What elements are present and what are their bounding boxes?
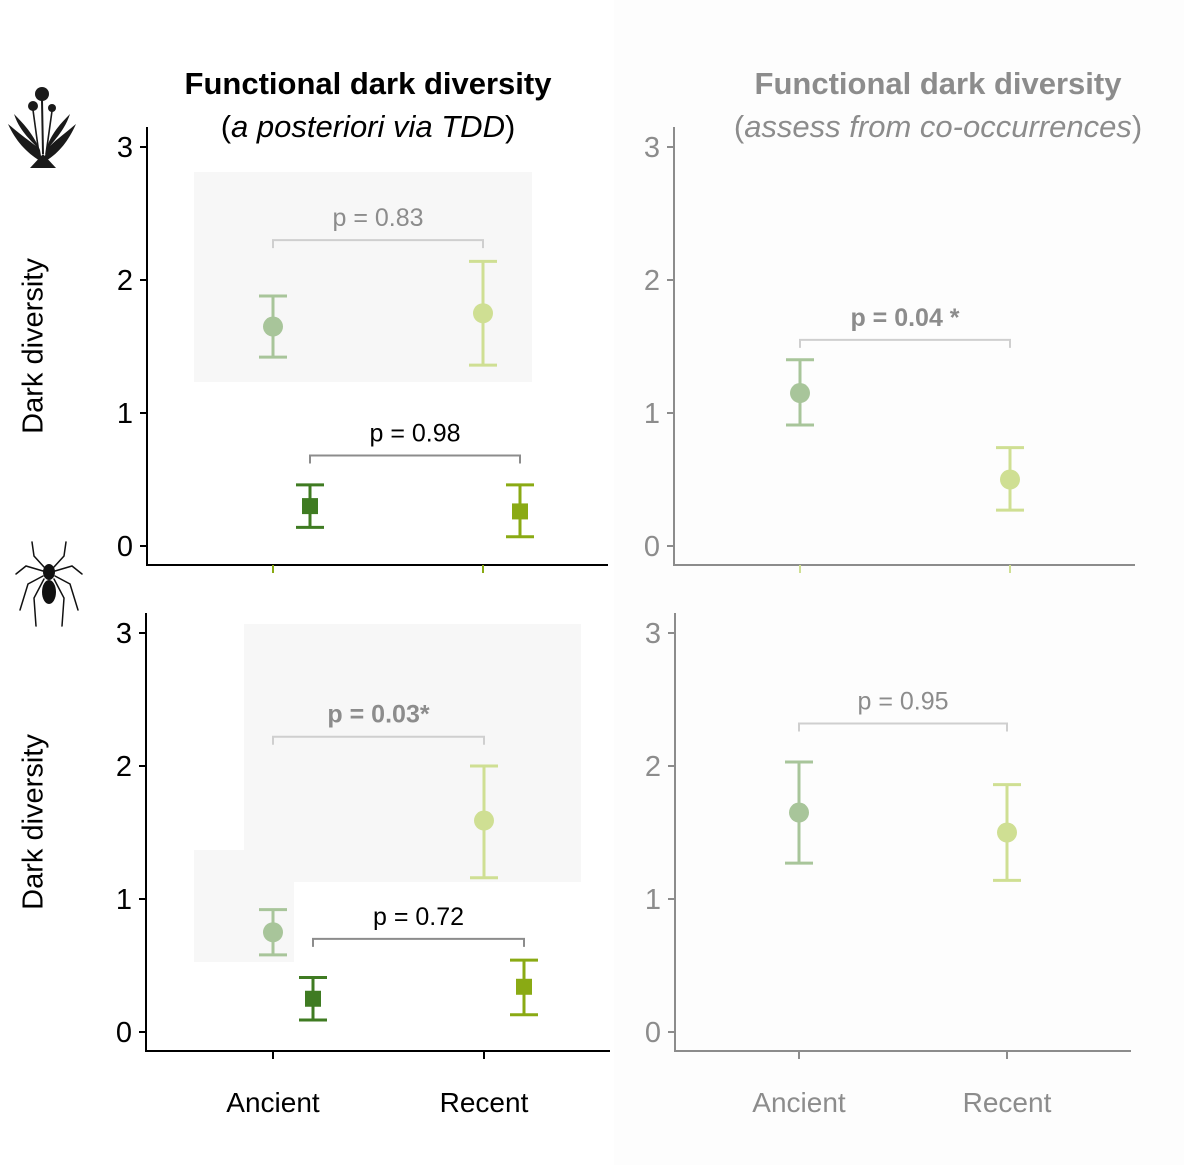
right-panel-background bbox=[614, 0, 1184, 1165]
y-tick-label: 3 bbox=[117, 132, 133, 164]
left-column-subtitle: (a posteriori via TDD) bbox=[220, 109, 516, 144]
mean-point-circle bbox=[263, 316, 283, 337]
mean-point-circle bbox=[263, 922, 283, 943]
y-tick-label: 2 bbox=[645, 751, 661, 783]
significance-bracket bbox=[312, 937, 525, 947]
mean-point-circle bbox=[789, 802, 809, 823]
top-left-panel: 0 1 2 3 p = 0.83 p = 0.98 bbox=[117, 127, 608, 573]
x-tick-label: Ancient bbox=[226, 1087, 320, 1118]
significance-bracket bbox=[798, 722, 1008, 732]
p-value-label: p = 0.98 bbox=[369, 420, 460, 448]
y-tick-label: 1 bbox=[644, 398, 660, 430]
significance-bracket bbox=[799, 338, 1011, 348]
mean-point-square bbox=[516, 978, 532, 995]
p-value-label: p = 0.04 * bbox=[850, 304, 959, 332]
spider-icon bbox=[15, 541, 83, 627]
x-tick-label: Recent bbox=[963, 1087, 1052, 1118]
y-tick-label: 2 bbox=[117, 265, 133, 297]
p-value-label: p = 0.72 bbox=[373, 903, 464, 931]
significance-bracket bbox=[272, 239, 484, 249]
y-tick-label: 1 bbox=[645, 884, 661, 916]
mean-point-square bbox=[302, 498, 318, 515]
y-tick-label: 3 bbox=[116, 618, 132, 650]
mean-point-square bbox=[512, 503, 528, 520]
top-right-panel: 0 1 2 3 p = 0.04 * bbox=[644, 127, 1135, 573]
dandelion-plant-icon bbox=[8, 87, 76, 168]
y-tick-label: 0 bbox=[117, 531, 133, 563]
mean-point-circle bbox=[473, 303, 493, 324]
y-tick-label: 2 bbox=[644, 265, 660, 297]
y-tick-label: 0 bbox=[116, 1017, 132, 1049]
mean-point-circle bbox=[474, 810, 494, 831]
left-column-title: Functional dark diversity bbox=[184, 66, 552, 101]
y-tick-label: 0 bbox=[645, 1017, 661, 1049]
p-value-label: p = 0.95 bbox=[857, 687, 948, 715]
panel-shade bbox=[194, 850, 294, 962]
bottom-left-panel: 0 1 2 3 Ancient Recent p = 0.03* p = 0.72 bbox=[116, 613, 610, 1118]
panel-shade bbox=[244, 624, 581, 882]
right-column-title: Functional dark diversity bbox=[754, 66, 1122, 101]
x-tick-label: Recent bbox=[440, 1087, 529, 1118]
p-value-label: p = 0.03* bbox=[327, 701, 429, 729]
p-value-label: p = 0.83 bbox=[332, 204, 423, 232]
mean-point-square bbox=[305, 990, 321, 1007]
y-tick-label: 1 bbox=[117, 398, 133, 430]
y-tick-label: 3 bbox=[644, 132, 660, 164]
y-tick-label: 3 bbox=[645, 618, 661, 650]
bottom-right-panel: 0 1 2 3 Ancient Recent p = 0.95 bbox=[645, 613, 1131, 1118]
x-tick-label: Ancient bbox=[752, 1087, 846, 1118]
significance-bracket bbox=[309, 454, 521, 464]
y-tick-label: 2 bbox=[116, 751, 132, 783]
right-column-subtitle: (assess from co-occurrences) bbox=[733, 109, 1143, 144]
y-tick-label: 0 bbox=[644, 531, 660, 563]
y-tick-label: 1 bbox=[116, 884, 132, 916]
mean-point-circle bbox=[790, 383, 810, 404]
significance-bracket bbox=[272, 735, 485, 745]
panel-shade bbox=[194, 172, 532, 382]
mean-point-circle bbox=[1000, 469, 1020, 490]
mean-point-circle bbox=[997, 822, 1017, 843]
